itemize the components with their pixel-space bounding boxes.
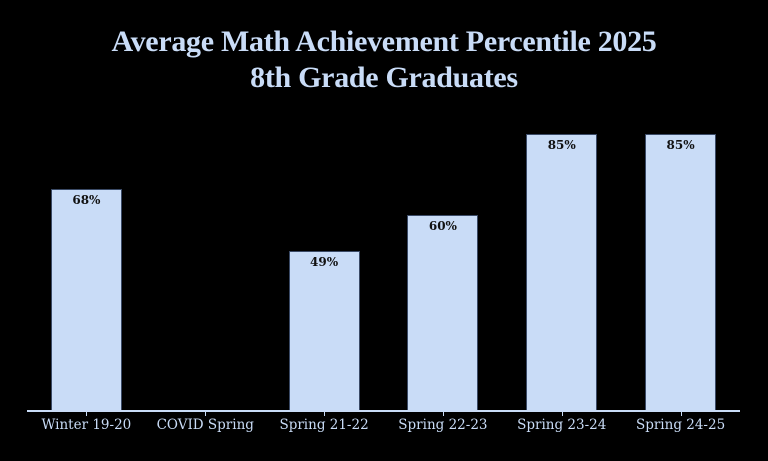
- chart-title: Average Math Achievement Percentile 2025…: [0, 24, 768, 96]
- bar: 60%: [407, 215, 479, 411]
- x-axis-tick: [86, 411, 88, 416]
- x-axis-tick-label: Spring 24-25: [635, 417, 726, 433]
- x-axis-tick-label: Spring 23-24: [517, 417, 607, 433]
- bar-value-label: 60%: [428, 219, 457, 233]
- bar-value-label: 49%: [310, 255, 339, 269]
- bar: 85%: [526, 134, 598, 411]
- plot-area: 68% 49% 60% 85% 85%: [27, 100, 740, 411]
- chart-title-line-2: 8th Grade Graduates: [250, 61, 518, 94]
- x-axis-tick: [561, 411, 563, 416]
- bar-value-label: 68%: [72, 193, 101, 207]
- x-axis-tick: [680, 411, 682, 416]
- bar: 68%: [50, 189, 122, 411]
- x-axis-tick-label: Spring 21-22: [279, 417, 369, 433]
- x-axis-line: [27, 410, 740, 412]
- x-axis-tick: [442, 411, 444, 416]
- bar: 49%: [288, 251, 360, 411]
- bar-value-label: 85%: [666, 138, 695, 152]
- x-axis-tick-label: Spring 22-23: [398, 417, 488, 433]
- x-axis-tick-label: COVID Spring: [156, 417, 254, 433]
- x-axis-tick: [324, 411, 326, 416]
- chart-title-line-1: Average Math Achievement Percentile 2025: [111, 25, 657, 58]
- bar: 85%: [645, 134, 717, 411]
- x-axis-tick-label: Winter 19-20: [41, 417, 132, 433]
- x-axis-tick: [205, 411, 207, 416]
- bar-value-label: 85%: [547, 138, 576, 152]
